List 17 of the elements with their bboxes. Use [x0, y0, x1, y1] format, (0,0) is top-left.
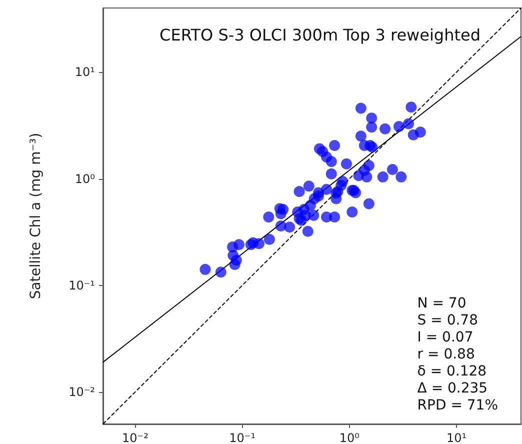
y-axis-title: Satellite Chl a (mg m⁻³) [28, 132, 44, 300]
annotation: N = 70 [417, 296, 466, 312]
annotation: r = 0.88 [417, 346, 475, 362]
y-tick-label: 10¹ [74, 65, 96, 80]
annotation: RPD = 71% [417, 398, 498, 414]
annotation: Δ = 0.235 [417, 380, 488, 396]
x-tick-label: 10¹ [446, 431, 467, 444]
annotation: δ = 0.128 [417, 364, 487, 380]
annotation: I = 0.07 [417, 330, 474, 346]
y-tick-label: 10⁰ [74, 172, 96, 186]
text: CERTO S-3 OLCI 300m Top 3 reweighted [160, 26, 480, 44]
annotation: S = 0.78 [417, 312, 478, 328]
y-tick-label: 10⁻² [68, 384, 96, 399]
y-tick-label: 10⁻¹ [68, 278, 96, 292]
x-tick-label: 10⁻¹ [229, 431, 256, 444]
x-tick-label: 10⁰ [339, 431, 360, 444]
x-tick-label: 10⁻² [122, 431, 149, 444]
